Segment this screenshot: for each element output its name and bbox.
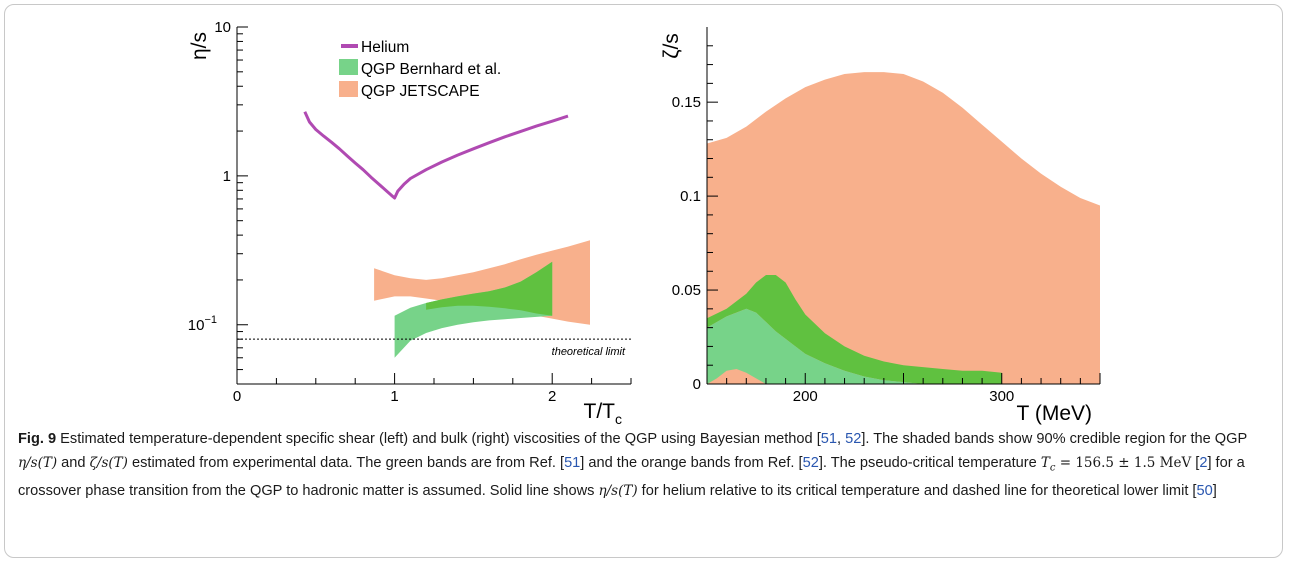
citation-link[interactable]: 2: [1199, 454, 1208, 471]
math-tc-value: = 156.5 ± 1.5 MeV: [1055, 454, 1192, 471]
citation-link[interactable]: 52: [845, 431, 862, 447]
x-tick-label: 300: [989, 388, 1014, 405]
x-tick-label: 2: [548, 388, 556, 405]
y-tick-label: 0: [693, 376, 701, 393]
x-axis-label: T/Tc: [584, 400, 623, 425]
math-tc: Tc: [1040, 454, 1056, 474]
legend-label: QGP JETSCAPE: [361, 83, 480, 100]
caption-text: Estimated temperature-dependent specific…: [56, 431, 821, 447]
citation-link[interactable]: 51: [564, 454, 581, 471]
caption-text: ]. The pseudo-critical temperature: [818, 454, 1041, 471]
y-tick-label: 10: [214, 19, 231, 36]
caption-text: ,: [837, 431, 846, 447]
figure-label: Fig. 9: [18, 431, 57, 447]
y-axis-label: η/s: [188, 32, 211, 60]
caption-text: [: [1191, 454, 1200, 471]
theoretical-limit-label: theoretical limit: [552, 346, 626, 358]
citation-link[interactable]: 50: [1196, 482, 1213, 499]
caption-text: ] for a crossover phase transition from …: [18, 454, 1245, 499]
citation-link[interactable]: 52: [802, 454, 819, 471]
legend-swatch: [339, 81, 358, 97]
legend-label: Helium: [361, 39, 409, 56]
left-panel: theoretical limit 0 1 2 10 1 10−1 Helium QGP B…: [188, 19, 632, 425]
math-eta-s: η/s(T): [598, 482, 638, 499]
math-eta-s: η/s(T): [18, 454, 58, 471]
legend-label: QGP Bernhard et al.: [361, 61, 501, 78]
legend: Helium QGP Bernhard et al. QGP JETSCAPE: [339, 39, 501, 100]
math-zeta-s: ζ/s(T): [89, 454, 128, 471]
caption-text: for helium relative to its critical temp…: [637, 482, 1197, 499]
band-qgp-bernhard-et-al-mode-: [426, 261, 553, 316]
y-tick-label: 10−1: [188, 314, 217, 334]
y-tick-label: 0.15: [672, 94, 701, 111]
x-tick-label: 200: [793, 388, 818, 405]
x-tick-label: 0: [233, 388, 241, 405]
citation-link[interactable]: 51: [820, 431, 838, 447]
y-tick-label: 0.05: [672, 282, 701, 299]
band-qgp-bernhard-et-al-: [707, 275, 1002, 384]
band-qgp-bernhard-et-al-lower-band-: [707, 308, 924, 384]
x-axis-label: T (MeV): [1017, 402, 1092, 425]
line-helium: [303, 111, 569, 200]
caption-text: estimated from experimental data. The gr…: [127, 454, 565, 471]
caption-text: ]. The shaded bands show 90% credible re…: [861, 431, 1247, 447]
caption-text: and: [57, 454, 90, 471]
figure-caption: Fig. 9 Estimated temperature-dependent s…: [18, 428, 1268, 503]
figure-canvas: theoretical limit 0 1 2 10 1 10−1 Helium QGP B…: [188, 19, 1101, 425]
caption-text: ] and the orange bands from Ref. [: [580, 454, 803, 471]
y-axis-label: ζ/s: [660, 33, 683, 59]
y-tick-label: 1: [223, 168, 231, 185]
right-panel: 200 300 0 0.05 0.1 0.15 ζ/s T (MeV): [660, 27, 1101, 425]
band-qgp-jetscape: [707, 72, 1100, 384]
legend-swatch: [339, 59, 358, 75]
x-tick-label: 1: [390, 388, 398, 405]
y-tick-label: 0.1: [680, 188, 701, 205]
caption-text: ]: [1212, 482, 1217, 499]
